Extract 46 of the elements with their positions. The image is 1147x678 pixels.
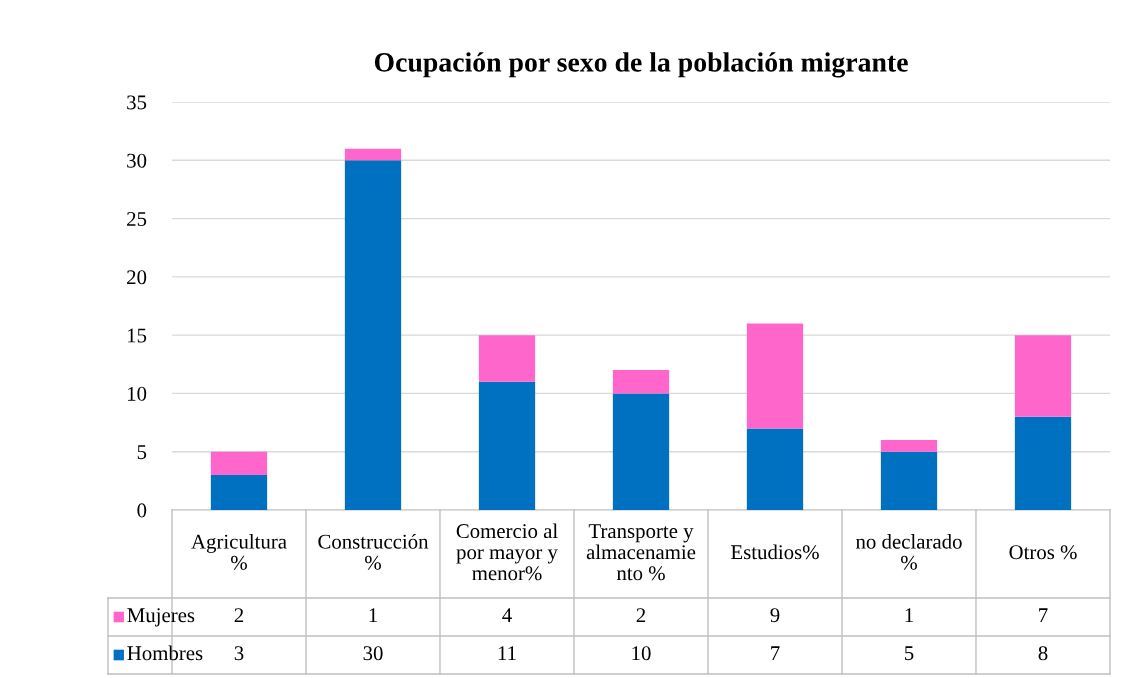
data-label: 10 (632, 646, 651, 661)
bar (612, 370, 670, 394)
x-tick-label: Comercio al por mayor y menor% (456, 523, 558, 581)
bar (1014, 416, 1072, 510)
data-label: 8 (1038, 646, 1048, 661)
y-tick-label: 35 (127, 95, 147, 110)
bar (344, 160, 402, 510)
x-tick-label: no declarado % (855, 534, 962, 570)
bar (478, 381, 536, 510)
data-label: 2 (234, 608, 244, 623)
data-label: 3 (234, 646, 244, 661)
x-tick-label: Agricultura % (191, 533, 287, 570)
y-tick-label: 15 (128, 328, 147, 343)
bar (478, 335, 536, 382)
y-tick-label: 30 (127, 153, 147, 168)
data-label: 11 (498, 646, 516, 661)
y-tick-label: 0 (137, 503, 147, 518)
data-label: 2 (636, 608, 646, 623)
data-label: 5 (905, 646, 914, 661)
y-tick-label: 25 (127, 212, 147, 226)
bar (1014, 335, 1072, 417)
data-label: 1 (369, 608, 377, 623)
y-tick-label: 5 (137, 445, 147, 460)
bar (344, 148, 402, 161)
data-label: 30 (363, 646, 383, 661)
bar (746, 323, 804, 429)
y-tick-label: 10 (128, 386, 147, 401)
y-tick-label: 20 (127, 270, 147, 285)
bar (210, 475, 268, 510)
x-tick-label: Estudios% (731, 544, 819, 560)
bar (210, 451, 268, 476)
x-tick-label: Construcción % (318, 533, 429, 570)
data-label: 7 (1039, 608, 1048, 623)
bar (880, 440, 938, 452)
x-tick-label: Otros % (1009, 545, 1077, 560)
data-label: 1 (905, 608, 913, 623)
chart-title: Ocupación por sexo de la población migrante (374, 52, 908, 78)
data-label: 9 (770, 608, 780, 623)
bar (880, 451, 938, 510)
legend-label: Hombres (127, 645, 203, 661)
legend-label: Mujeres (127, 608, 195, 627)
x-tick-label: Transporte y almacenamiento % (586, 524, 696, 581)
data-label: 7 (771, 646, 780, 661)
data-label: 4 (502, 608, 512, 623)
bar (746, 428, 804, 510)
bar (612, 393, 670, 510)
